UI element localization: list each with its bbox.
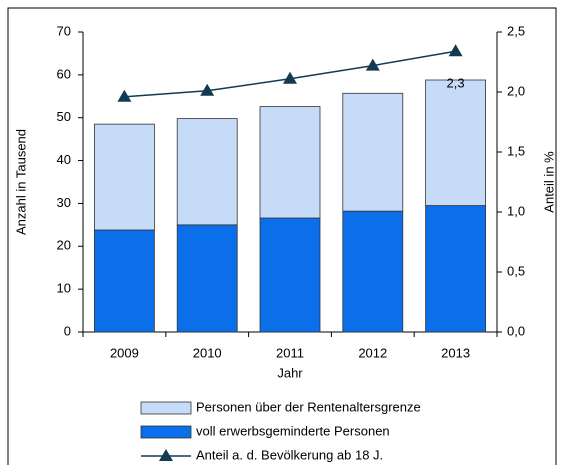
x-tick-label: 2011 (276, 345, 304, 360)
bar-segment (425, 205, 487, 333)
y-tick-label: 20 (57, 238, 71, 253)
line-marker (365, 58, 380, 71)
y2-tick-label: 2,5 (507, 23, 525, 38)
bar-segment (259, 217, 321, 333)
y-axis-label: Anzahl in Tausend (13, 129, 28, 235)
y-tick-label: 40 (57, 152, 71, 167)
legend-swatch (140, 401, 192, 415)
x-tick-label: 2013 (441, 345, 470, 360)
x-axis-label: Jahr (277, 365, 303, 380)
y2-tick-label: 0,5 (507, 263, 525, 278)
bar-segment (342, 92, 404, 212)
chart-frame (7, 7, 557, 465)
value-label: 2,3 (447, 76, 465, 91)
x-tick-label: 2009 (110, 345, 139, 360)
line-marker (283, 71, 297, 84)
bar-segment (94, 123, 155, 231)
legend-label: Anteil a. d. Bevölkerung ab 18 J. (196, 447, 383, 462)
bar-segment (425, 79, 487, 206)
x-tick-label: 2010 (193, 345, 222, 360)
bar-segment (176, 118, 238, 226)
y2-tick-label: 1,0 (507, 203, 525, 218)
y-tick-label: 70 (57, 23, 71, 38)
bar-segment (176, 224, 238, 333)
legend-label: Personen über der Rentenaltersgrenze (196, 399, 421, 414)
y2-tick-label: 0,0 (507, 323, 525, 338)
line-marker (448, 44, 463, 57)
bar-segment (259, 106, 321, 219)
line-marker (117, 89, 132, 102)
y-tick-label: 30 (57, 195, 71, 210)
y-tick-label: 10 (57, 281, 71, 296)
y-tick-label: 60 (57, 66, 71, 81)
line-marker (200, 83, 215, 96)
y2-axis-label: Anteil in % (541, 151, 556, 213)
bar-segment (94, 229, 155, 333)
y2-tick-label: 1,5 (507, 143, 525, 158)
legend-label: voll erwerbsgeminderte Personen (196, 423, 390, 438)
bar-segment (342, 210, 404, 333)
y-tick-label: 0 (64, 323, 71, 338)
y-tick-label: 50 (57, 109, 71, 124)
legend-marker (159, 449, 173, 461)
y2-tick-label: 2,0 (507, 83, 525, 98)
x-tick-label: 2012 (358, 345, 387, 360)
legend-swatch (140, 425, 192, 439)
